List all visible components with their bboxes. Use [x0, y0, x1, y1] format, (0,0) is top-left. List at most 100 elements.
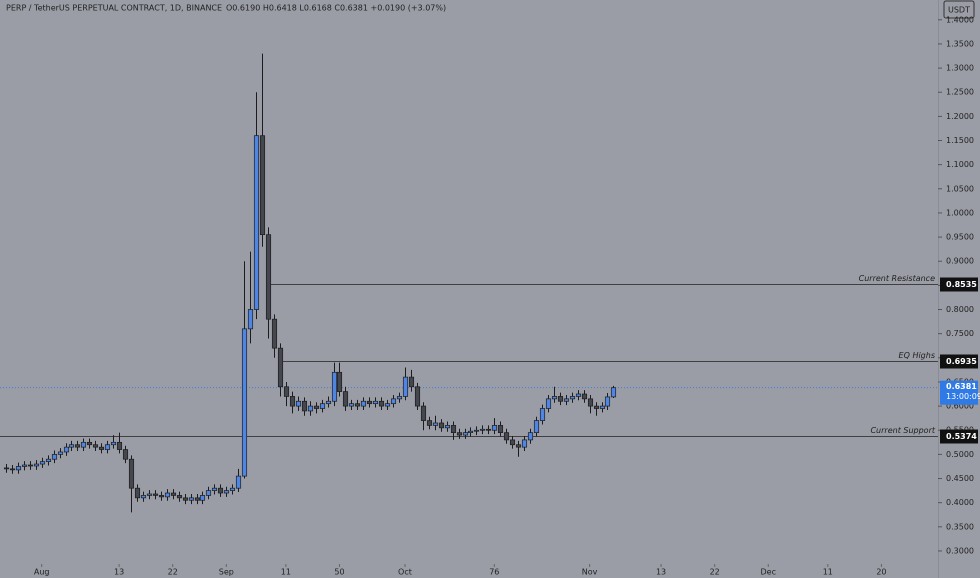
candle-body: [289, 396, 296, 407]
x-tick-label: 11: [823, 568, 833, 577]
candle-body: [557, 396, 564, 402]
candle-body: [587, 398, 594, 407]
candle-body: [235, 475, 242, 489]
level-box: [940, 429, 978, 444]
y-tick-label: 0.6000: [946, 402, 974, 411]
y-tick-label: 0.9000: [946, 257, 974, 266]
candle-body: [503, 432, 510, 441]
candle-body: [223, 490, 230, 494]
candle-body: [342, 391, 349, 407]
candle-body: [456, 432, 463, 436]
level-label: 0.6935: [946, 357, 977, 366]
candle-body: [325, 400, 332, 405]
candle-body: [301, 400, 308, 412]
candle-body: [21, 464, 28, 467]
x-tick-label: 50: [334, 568, 344, 577]
candle-body: [194, 497, 201, 501]
candle-body: [432, 422, 439, 426]
header-ohlc: O0.6190 H0.6418 L0.6168 C0.6381 +0.0190 …: [226, 4, 446, 13]
candle-body: [271, 318, 278, 349]
candle-body: [116, 441, 123, 450]
candle-body: [205, 490, 212, 496]
candle-body: [348, 403, 355, 407]
candle-body: [575, 393, 582, 397]
x-tick-label: 20: [876, 568, 886, 577]
candle-body: [450, 425, 457, 434]
level-box: [940, 354, 978, 369]
candle-body: [15, 466, 22, 471]
candle-body: [74, 444, 81, 448]
y-tick-label: 1.4000: [946, 15, 974, 24]
candle-body: [98, 446, 105, 450]
level-name: Current Support: [870, 426, 935, 435]
currency-box[interactable]: [943, 0, 975, 19]
level-name: Current Resistance: [859, 274, 935, 283]
level-label: 0.5374: [946, 432, 977, 441]
candle-body: [360, 400, 367, 407]
candle-body: [104, 444, 111, 450]
candle-body: [551, 396, 558, 400]
candle-body: [57, 451, 64, 455]
candle-body: [336, 371, 343, 392]
x-tick-label: 13: [656, 568, 666, 577]
x-tick-label: 13: [114, 568, 124, 577]
candle-body: [176, 495, 183, 499]
candle-body: [152, 493, 159, 496]
candle-body: [593, 405, 600, 409]
candle-body: [331, 371, 338, 402]
candle-body: [539, 408, 546, 421]
candle-body: [211, 487, 218, 491]
y-tick-label: 0.4000: [946, 498, 974, 507]
candle-body: [92, 444, 99, 448]
candle-body: [283, 386, 290, 397]
candle-body: [527, 432, 534, 441]
candle-body: [122, 449, 129, 460]
candle-body: [479, 428, 486, 431]
y-tick-label: 1.2500: [946, 88, 974, 97]
candle-body: [229, 487, 236, 491]
candle-body: [164, 492, 171, 498]
candle-body: [9, 468, 16, 471]
y-tick-label: 0.3500: [946, 522, 974, 531]
y-tick-label: 1.3000: [946, 64, 974, 73]
candle-body: [319, 403, 326, 409]
candle-body: [307, 405, 314, 412]
currency[interactable]: USDT: [948, 6, 970, 15]
candle-body: [86, 441, 93, 446]
candle-body: [610, 387, 617, 398]
y-tick-label: 0.3000: [946, 546, 974, 555]
x-tick-label: 22: [168, 568, 178, 577]
candle-body: [354, 403, 361, 407]
candle-body: [110, 441, 117, 446]
y-tick-label: 0.7500: [946, 329, 974, 338]
x-tick-label: Nov: [582, 568, 598, 577]
candle-body: [491, 425, 498, 431]
x-tick-label: Dec: [761, 568, 776, 577]
candle-body: [390, 398, 397, 405]
y-tick-label: 1.0000: [946, 208, 974, 217]
candle-body: [378, 400, 385, 407]
candle-body: [563, 398, 570, 402]
candle-body: [3, 467, 10, 470]
x-tick-label: 11: [281, 568, 291, 577]
candle-body: [45, 458, 52, 462]
candle-body: [313, 405, 320, 409]
y-tick-label: 1.1000: [946, 160, 974, 169]
candle-body: [134, 487, 141, 499]
candle-body: [438, 422, 445, 429]
level-box: [940, 277, 978, 292]
candle-body: [444, 425, 451, 429]
candle-body: [295, 400, 302, 407]
candle-body: [414, 386, 421, 407]
last-price-box: [940, 380, 978, 405]
candle-body: [265, 234, 272, 320]
candle-body: [51, 454, 58, 460]
candle-body: [569, 396, 576, 400]
y-tick-label: 1.1500: [946, 136, 974, 145]
candle-body: [384, 403, 391, 407]
candle-body: [140, 495, 147, 499]
candle-body: [80, 441, 87, 448]
